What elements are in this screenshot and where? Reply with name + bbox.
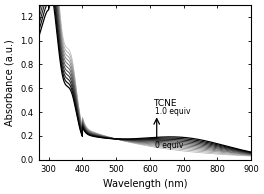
Text: 0 equiv: 0 equiv [155, 141, 184, 150]
X-axis label: Wavelength (nm): Wavelength (nm) [103, 179, 187, 189]
Text: TCNE: TCNE [153, 99, 176, 108]
Y-axis label: Absorbance (a.u.): Absorbance (a.u.) [5, 39, 15, 126]
Text: 1.0 equiv: 1.0 equiv [155, 107, 191, 116]
